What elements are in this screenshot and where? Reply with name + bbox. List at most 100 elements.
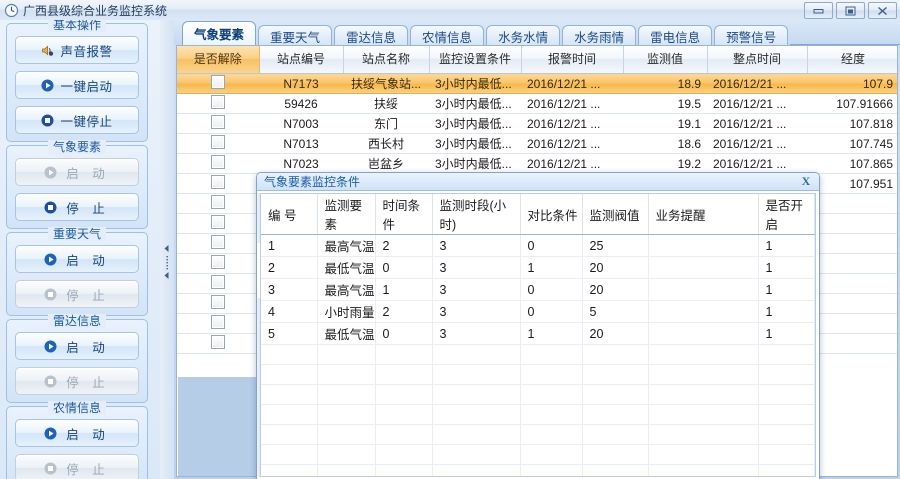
maximize-button[interactable] [836, 2, 865, 19]
dialog-column-header-3[interactable]: 监测时段(小时) [432, 194, 521, 235]
dialog-cell-period: 3 [432, 300, 521, 323]
row-checkbox-cell[interactable] [177, 113, 259, 134]
row-checkbox-cell[interactable] [177, 233, 259, 254]
table-row[interactable]: N7023 岜盆乡 3小时内最低... 2016/12/21 ... 19.2 2016/… [177, 153, 897, 174]
column-header-4[interactable]: 报警时间 [521, 46, 624, 74]
row-checkbox-cell[interactable] [177, 93, 259, 114]
dialog-table-row[interactable]: 1 最高气温 2 3 0 25 1 [261, 234, 815, 257]
dialog-column-header-1[interactable]: 监测要素 [317, 194, 376, 235]
table-row[interactable]: N7173 扶绥气象站... 3小时内最低... 2016/12/21 ... 18.9… [177, 73, 897, 94]
tab-6[interactable]: 雷电信息 [638, 25, 713, 46]
close-button[interactable] [868, 2, 897, 19]
dialog-column-header-5[interactable]: 监测阀值 [582, 194, 649, 235]
column-header-0[interactable]: 是否解除 [177, 46, 260, 74]
minimize-button[interactable] [804, 2, 833, 19]
sidebar-button-3-0[interactable]: 启 动 [15, 332, 139, 360]
tab-4[interactable]: 水务水情 [486, 25, 561, 46]
dialog-empty-row[interactable] [261, 344, 815, 365]
sidebar-button-1-1[interactable]: 停 止 [15, 193, 139, 221]
dialog-empty-row[interactable] [261, 464, 815, 476]
checkbox-icon[interactable] [211, 75, 225, 89]
dialog-cell-no: 2 [261, 256, 318, 279]
dialog-table-row[interactable]: 3 最高气温 1 3 0 20 1 [261, 278, 815, 301]
dialog-empty-cell [648, 424, 759, 445]
column-header-1[interactable]: 站点编号 [259, 46, 344, 74]
dialog-cell-threshold: 5 [582, 300, 649, 323]
tab-3[interactable]: 农情信息 [410, 25, 485, 46]
checkbox-icon[interactable] [211, 295, 225, 309]
dialog-cell-enabled: 1 [758, 322, 815, 345]
tab-1[interactable]: 重要天气 [258, 25, 333, 46]
sidebar-button-0-1[interactable]: 一键启动 [15, 71, 139, 99]
dialog-empty-cell [520, 464, 583, 476]
column-header-3[interactable]: 监控设置条件 [429, 46, 522, 74]
dialog-left-scrollbar[interactable] [257, 193, 261, 477]
row-checkbox-cell[interactable] [177, 293, 259, 314]
checkbox-icon[interactable] [211, 115, 225, 129]
checkbox-icon[interactable] [211, 155, 225, 169]
dialog-column-header-4[interactable]: 对比条件 [520, 194, 583, 235]
tab-7[interactable]: 预警信号 [714, 25, 789, 46]
dialog-empty-cell [261, 404, 318, 425]
dialog-column-header-7[interactable]: 是否开启 [758, 194, 815, 235]
tab-5[interactable]: 水务雨情 [562, 25, 637, 46]
table-row[interactable]: N7013 西长村 3小时内最低... 2016/12/21 ... 18.6 2016/… [177, 133, 897, 154]
sidebar-button-4-0[interactable]: 启 动 [15, 419, 139, 447]
dialog-header-row: 编 号监测要素 时间条件 监测时段(小时) 对比条件 监测阀值 业务提醒 是否开启 [261, 194, 815, 235]
cell-lon: 107.865 [807, 153, 897, 174]
checkbox-icon[interactable] [211, 175, 225, 189]
panel-splitter[interactable] [160, 20, 174, 479]
checkbox-icon[interactable] [211, 215, 225, 229]
dialog-column-header-0[interactable]: 编 号 [261, 194, 318, 235]
dialog-column-header-2[interactable]: 时间条件 [375, 194, 433, 235]
row-checkbox-cell[interactable] [177, 193, 259, 214]
row-checkbox-cell[interactable] [177, 153, 259, 174]
checkbox-icon[interactable] [211, 255, 225, 269]
sidebar-button-0-2[interactable]: 一键停止 [15, 106, 139, 134]
column-header-6[interactable]: 整点时间 [707, 46, 808, 74]
checkbox-icon[interactable] [211, 275, 225, 289]
row-checkbox-cell[interactable] [177, 73, 259, 94]
cell-alarm_time: 2016/12/21 ... [521, 153, 623, 174]
sidebar-button-2-0[interactable]: 启 动 [15, 245, 139, 273]
monitor-condition-dialog[interactable]: 气象要素监控条件 X 编 号监测要素 时间条件 监测时段(小时) 对比条件 监测阀值 业务… [256, 172, 820, 479]
sidebar-button-label: 停 止 [66, 375, 110, 390]
checkbox-icon[interactable] [211, 135, 225, 149]
tab-2[interactable]: 雷达信息 [334, 25, 409, 46]
column-header-5[interactable]: 监测值 [623, 46, 708, 74]
tab-0[interactable]: 气象要素 [182, 21, 257, 45]
checkbox-icon[interactable] [211, 195, 225, 209]
dialog-empty-cell [582, 424, 649, 445]
cell-lon: 107.9 [807, 73, 897, 94]
cell-condition: 3小时内最低... [429, 133, 521, 154]
row-checkbox-cell[interactable] [177, 133, 259, 154]
checkbox-icon[interactable] [211, 335, 225, 349]
dialog-empty-row[interactable] [261, 404, 815, 425]
checkbox-icon[interactable] [211, 95, 225, 109]
row-checkbox-cell[interactable] [177, 333, 259, 354]
dialog-empty-row[interactable] [261, 384, 815, 405]
dialog-table-row[interactable]: 4 小时雨量 2 3 0 5 1 [261, 300, 815, 323]
column-header-2[interactable]: 站点名称 [343, 46, 430, 74]
row-checkbox-cell[interactable] [177, 273, 259, 294]
dialog-empty-row[interactable] [261, 424, 815, 445]
table-row[interactable]: 59426 扶绥 3小时内最低... 2016/12/21 ... 19.5 2016/1… [177, 93, 897, 114]
sidebar-button-0-0[interactable]: 声音报警 [15, 36, 139, 64]
dialog-empty-row[interactable] [261, 444, 815, 465]
dialog-titlebar[interactable]: 气象要素监控条件 X [257, 173, 819, 191]
row-checkbox-cell[interactable] [177, 253, 259, 274]
row-checkbox-cell[interactable] [177, 313, 259, 334]
row-checkbox-cell[interactable] [177, 213, 259, 234]
checkbox-icon[interactable] [211, 235, 225, 249]
checkbox-icon[interactable] [211, 315, 225, 329]
dialog-column-header-6[interactable]: 业务提醒 [648, 194, 759, 235]
column-header-7[interactable]: 经度 [807, 46, 897, 74]
dialog-close-icon[interactable]: X [801, 174, 811, 188]
dialog-table-row[interactable]: 5 最低气温 0 3 1 20 1 [261, 322, 815, 345]
dialog-empty-row[interactable] [261, 364, 815, 385]
cell-station_id: N7003 [259, 113, 343, 134]
row-checkbox-cell[interactable] [177, 173, 259, 194]
dialog-table-row[interactable]: 2 最低气温 0 3 1 20 1 [261, 256, 815, 279]
table-row[interactable]: N7003 东门 3小时内最低... 2016/12/21 ... 19.1 2016/1… [177, 113, 897, 134]
